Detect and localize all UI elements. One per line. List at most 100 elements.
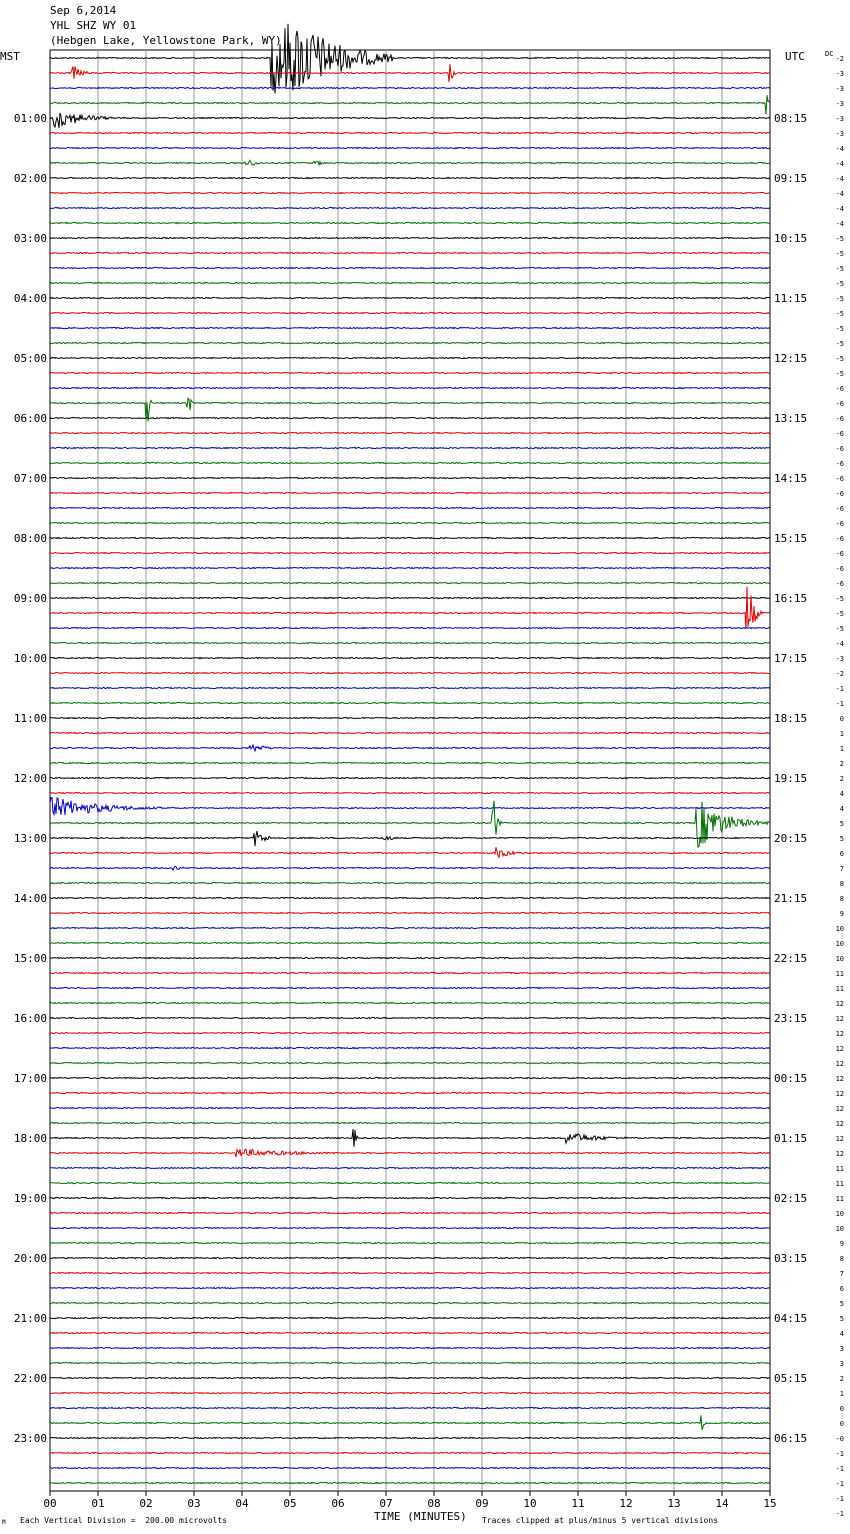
utc-hour-label: 13:15	[774, 412, 807, 425]
trace-line	[49, 1031, 771, 1035]
dc-offset-label: 4	[840, 790, 844, 798]
trace-line	[49, 221, 771, 225]
trace-line	[50, 1376, 771, 1380]
trace-line	[49, 1271, 770, 1275]
mst-hour-label: 22:00	[14, 1372, 47, 1385]
minute-grid	[49, 49, 771, 1496]
dc-offset-label: 1	[840, 745, 844, 753]
trace-line	[49, 686, 771, 690]
trace-line	[49, 671, 771, 675]
utc-hour-label: 16:15	[774, 592, 807, 605]
utc-hour-label: 12:15	[774, 352, 807, 365]
axis-labels: 01:00 02:00 03:00 04:00 05:00 06:00 07:00 08:00…	[14, 55, 844, 1518]
trace-line	[49, 865, 771, 872]
trace-line	[49, 1286, 771, 1290]
trace-line	[49, 356, 771, 360]
trace-line	[49, 296, 771, 300]
trace-line	[50, 86, 771, 90]
trace-line	[49, 956, 771, 960]
trace-line	[49, 830, 771, 847]
mst-hour-label: 02:00	[14, 172, 47, 185]
dc-offset-label: -5	[836, 370, 844, 378]
dc-offset-label: 10	[836, 925, 844, 933]
dc-offset-label: 7	[840, 1270, 844, 1278]
dc-offset-label: -3	[836, 115, 844, 123]
dc-offset-label: 0	[840, 1420, 844, 1428]
utc-hour-label: 02:15	[774, 1192, 807, 1205]
trace-line	[49, 431, 771, 435]
dc-offset-label: -1	[836, 1450, 844, 1458]
dc-offset-label: -6	[836, 475, 844, 483]
utc-hour-label: 19:15	[774, 772, 807, 785]
dc-offset-label: -6	[836, 565, 844, 573]
trace-line	[50, 586, 771, 629]
dc-offset-label: 12	[836, 1150, 844, 1158]
scale-note: Each Vertical Division = 200.00 microvol…	[20, 1516, 228, 1525]
trace-line	[49, 1016, 771, 1020]
trace-line	[49, 191, 771, 195]
trace-line	[49, 797, 771, 817]
dc-offset-label: -4	[836, 160, 844, 168]
plot-frame	[49, 49, 771, 1492]
dc-offset-label: 5	[840, 820, 844, 828]
mst-hour-label: 19:00	[14, 1192, 47, 1205]
trace-line	[49, 251, 771, 255]
trace-line	[50, 1226, 771, 1230]
utc-hour-label: 01:15	[774, 1132, 807, 1145]
x-tick-label: 11	[571, 1497, 584, 1510]
mst-hour-label: 12:00	[14, 772, 47, 785]
dc-offset-label: 0	[840, 1405, 844, 1413]
trace-line	[49, 596, 771, 600]
dc-offset-label: -5	[836, 595, 844, 603]
trace-line	[49, 506, 771, 510]
mst-hour-label: 15:00	[14, 952, 47, 965]
trace-line	[49, 446, 771, 450]
x-tick-label: 02	[139, 1497, 152, 1510]
dc-offset-label: 8	[840, 880, 844, 888]
dc-offset-label: -6	[836, 535, 844, 543]
x-tick-label: 06	[331, 1497, 344, 1510]
dc-offset-label: 12	[836, 1030, 844, 1038]
trace-line	[49, 1061, 771, 1065]
trace-line	[49, 1001, 771, 1005]
dc-offset-label: 5	[840, 1300, 844, 1308]
dc-offset-label: 12	[836, 1120, 844, 1128]
trace-line	[49, 1331, 770, 1335]
clip-note: Traces clipped at plus/minus 5 vertical …	[482, 1516, 719, 1525]
trace-line	[49, 1301, 770, 1305]
utc-hour-label: 05:15	[774, 1372, 807, 1385]
dc-offset-label: 4	[840, 805, 844, 813]
utc-hour-label: 00:15	[774, 1072, 807, 1085]
mst-hour-label: 06:00	[14, 412, 47, 425]
x-tick-label: 03	[187, 1497, 200, 1510]
trace-line	[49, 941, 771, 945]
x-tick-label: 05	[283, 1497, 296, 1510]
mst-hour-label: 01:00	[14, 112, 47, 125]
mst-hour-label: 08:00	[14, 532, 47, 545]
utc-hour-label: 20:15	[774, 832, 807, 845]
x-tick-label: 01	[91, 1497, 104, 1510]
dc-offset-label: 8	[840, 1255, 844, 1263]
x-tick-label: 04	[235, 1497, 249, 1510]
dc-offset-label: -5	[836, 355, 844, 363]
trace-line	[49, 581, 771, 585]
dc-offset-label: -5	[836, 265, 844, 273]
trace-line	[49, 881, 771, 885]
x-tick-label: 00	[43, 1497, 56, 1510]
dc-offset-label: 12	[836, 1045, 844, 1053]
x-tick-label: 08	[427, 1497, 440, 1510]
trace-line	[49, 971, 771, 975]
trace-line	[49, 95, 771, 115]
dc-offset-label: 11	[836, 985, 844, 993]
dc-offset-label: -5	[836, 310, 844, 318]
dc-offset-label: 1	[840, 1390, 844, 1398]
trace-line	[49, 112, 771, 129]
dc-offset-label: 12	[836, 1075, 844, 1083]
trace-line	[49, 626, 771, 630]
trace-line	[49, 1415, 771, 1431]
trace-line	[50, 551, 771, 555]
corner-mark: M	[2, 1519, 6, 1526]
trace-line	[49, 371, 771, 375]
dc-offset-label: 12	[836, 1090, 844, 1098]
